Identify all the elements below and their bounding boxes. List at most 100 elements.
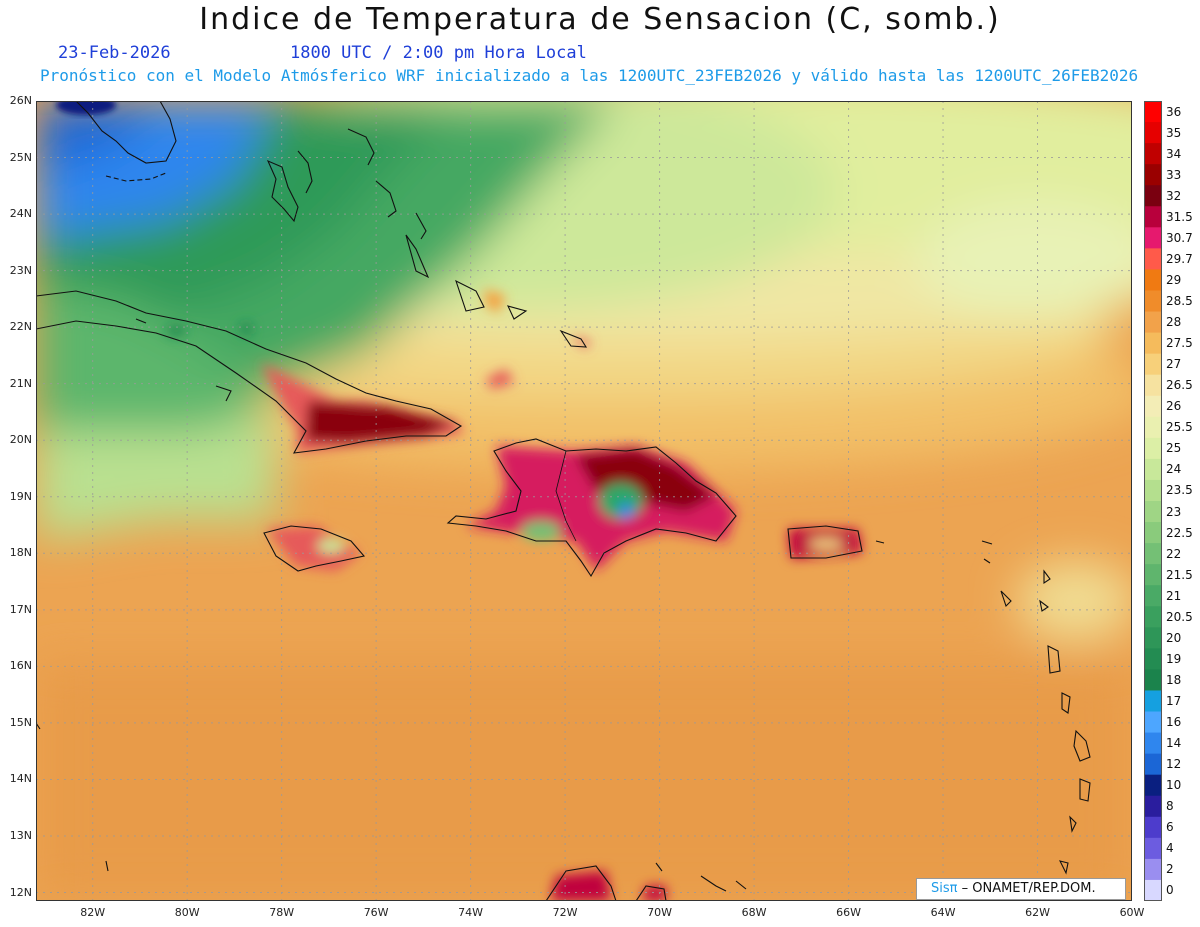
land-heat-patches [166, 289, 862, 901]
legend-label: 18 [1166, 672, 1182, 687]
lat-label: 18N [9, 546, 32, 560]
legend-label: 29 [1166, 272, 1182, 287]
forecast-date: 23-Feb-2026 [58, 43, 171, 63]
legend-swatch [1144, 248, 1162, 270]
legend-swatch [1144, 269, 1162, 291]
legend-swatch [1144, 774, 1162, 797]
legend-swatch [1144, 185, 1162, 207]
lon-label: 80W [174, 906, 200, 919]
legend-swatch [1144, 290, 1162, 313]
model-subtitle: Pronóstico con el Modelo Atmósferico WRF… [40, 66, 1139, 85]
legend-swatch [1144, 543, 1162, 565]
legend-label: 28 [1166, 315, 1182, 330]
legend-label: 27.5 [1166, 336, 1193, 351]
legend-swatch [1144, 669, 1162, 691]
legend-swatch [1144, 227, 1162, 249]
legend-swatch [1144, 311, 1162, 334]
legend-label: 2 [1166, 862, 1174, 877]
legend-label: 20.5 [1166, 609, 1193, 624]
legend-label: 28.5 [1166, 294, 1193, 308]
legend-label: 32 [1166, 188, 1182, 203]
map-frame [36, 101, 1132, 901]
lat-label: 24N [9, 207, 32, 221]
credit-box: Sisπ – ONAMET/REP.DOM. [916, 878, 1126, 900]
legend-swatch [1144, 122, 1162, 144]
legend-swatch [1144, 795, 1162, 818]
legend-label: 10 [1166, 778, 1182, 793]
legend-swatch [1144, 437, 1162, 460]
lon-label: 60W [1119, 906, 1145, 919]
lat-label: 14N [9, 772, 32, 786]
legend-swatch [1144, 648, 1162, 670]
legend-swatch [1144, 332, 1162, 355]
lon-label: 70W [647, 906, 673, 919]
legend-swatch [1144, 690, 1162, 713]
legend-swatch [1144, 564, 1162, 586]
legend-swatch [1144, 374, 1162, 397]
lon-label: 82W [80, 906, 106, 919]
legend-label: 23 [1166, 504, 1182, 519]
legend-swatch [1144, 732, 1162, 755]
lat-label: 13N [9, 828, 32, 842]
lat-label: 20N [9, 433, 32, 447]
legend-label: 21 [1166, 588, 1182, 603]
color-scale-bar [1144, 101, 1162, 901]
lat-label: 19N [9, 489, 32, 503]
legend-label: 25 [1166, 441, 1182, 456]
legend-swatch [1144, 816, 1162, 839]
legend-label: 33 [1166, 167, 1182, 182]
lat-label: 21N [9, 376, 32, 390]
legend-label: 26.5 [1166, 378, 1193, 393]
legend-label: 25.5 [1166, 420, 1193, 435]
heat-index-map [36, 101, 1132, 901]
lon-label: 74W [458, 906, 484, 919]
lon-label: 68W [741, 906, 767, 919]
lon-label: 76W [363, 906, 389, 919]
legend-label: 23.5 [1166, 483, 1193, 498]
legend-label: 21.5 [1166, 567, 1193, 582]
map-title: Indice de Temperatura de Sensacion (C, s… [199, 2, 1001, 37]
legend-swatch [1144, 753, 1162, 776]
legend-label: 8 [1166, 799, 1174, 814]
legend-label: 17 [1166, 694, 1182, 708]
legend-label: 16 [1166, 715, 1182, 730]
lon-label: 72W [552, 906, 578, 919]
legend-swatch [1144, 479, 1162, 502]
legend-swatch [1144, 879, 1162, 901]
legend-label: 34 [1166, 146, 1182, 161]
legend-swatch [1144, 101, 1162, 123]
lat-label: 17N [9, 602, 32, 616]
legend-label: 24 [1166, 462, 1182, 477]
legend-label: 29.7 [1166, 251, 1193, 266]
legend-swatch [1144, 353, 1162, 376]
legend-label: 14 [1166, 736, 1182, 751]
credit-org: – ONAMET/REP.DOM. [957, 881, 1096, 896]
legend-swatch [1144, 711, 1162, 734]
legend-label: 12 [1166, 757, 1182, 772]
lon-label: 62W [1025, 906, 1050, 919]
lat-label: 22N [9, 320, 32, 334]
lon-label: 78W [269, 906, 295, 919]
legend-label: 22 [1166, 546, 1182, 561]
lat-label: 12N [9, 885, 32, 899]
legend-swatch [1144, 416, 1162, 439]
legend-label: 22.5 [1166, 525, 1193, 540]
legend-label: 31.5 [1166, 209, 1193, 224]
legend-swatch [1144, 206, 1162, 228]
lon-label: 66W [836, 906, 861, 919]
graticule [36, 101, 1132, 901]
legend-label: 19 [1166, 651, 1182, 666]
legend-swatch [1144, 395, 1162, 418]
legend-swatch [1144, 837, 1162, 860]
legend-swatch [1144, 164, 1162, 186]
credit-brand: Sisπ [931, 881, 958, 896]
legend-label: 27 [1166, 357, 1182, 372]
legend-label: 26 [1166, 399, 1182, 414]
legend-label: 6 [1166, 820, 1174, 835]
legend-swatch [1144, 858, 1162, 881]
lat-label: 23N [9, 263, 32, 277]
legend-swatch [1144, 606, 1162, 628]
lat-label: 26N [9, 94, 32, 107]
legend-label: 30.7 [1166, 230, 1193, 245]
legend-label: 36 [1166, 104, 1182, 119]
